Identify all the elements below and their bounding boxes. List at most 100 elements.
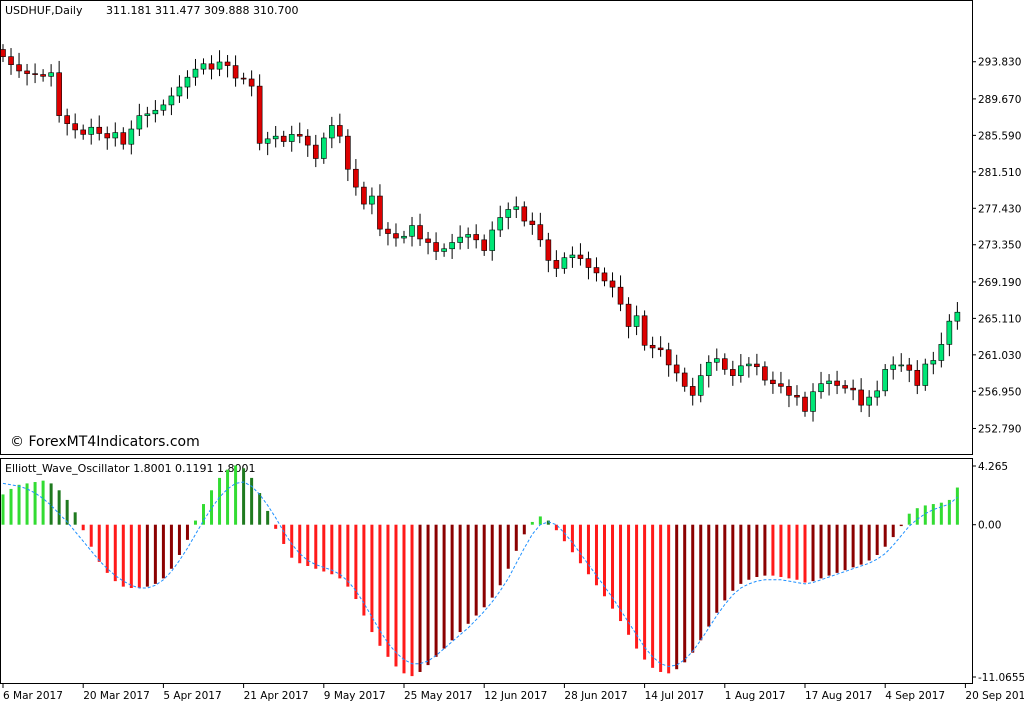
oscillator-bar: [899, 524, 903, 527]
candle: [361, 181, 367, 210]
candle-body: [890, 364, 897, 370]
candle: [617, 275, 624, 312]
candle: [826, 374, 832, 396]
candle-body: [922, 363, 929, 386]
watermark: © ForexMT4Indicators.com: [10, 434, 200, 450]
candle-body: [0, 49, 6, 57]
candle: [48, 64, 54, 87]
oscillator-bar: [450, 524, 454, 641]
candle-body: [770, 379, 776, 385]
candle-body: [56, 72, 62, 116]
candle-body: [553, 260, 560, 269]
time-tick-label: 17 Aug 2017: [805, 690, 872, 702]
candle: [858, 378, 864, 413]
candle-body: [521, 206, 528, 222]
oscillator-bar: [739, 524, 743, 584]
candle: [369, 187, 375, 215]
oscillator-bar: [282, 524, 286, 544]
time-tick-label: 25 May 2017: [404, 690, 472, 702]
oscillator-bar: [25, 483, 29, 525]
candle-body: [810, 391, 816, 412]
candle-body: [489, 229, 496, 251]
oscillator-bar: [306, 524, 310, 566]
oscillator-bar: [891, 524, 895, 538]
candle: [922, 358, 929, 391]
candle: [465, 227, 471, 249]
candle: [120, 127, 127, 150]
candle: [32, 63, 38, 84]
candle-body: [866, 396, 872, 406]
candle-body: [649, 344, 656, 349]
candle: [152, 100, 159, 123]
oscillator-axis: 4.265 0.00 -11.0655: [972, 461, 1024, 684]
oscillator-bar: [410, 524, 414, 677]
candle-body: [713, 358, 720, 363]
candle: [72, 113, 78, 139]
candle-body: [272, 135, 279, 140]
candle: [264, 131, 271, 156]
oscillator-bar: [378, 524, 382, 646]
candle-body: [786, 386, 792, 396]
oscillator-bar: [771, 524, 775, 576]
oscillator-histogram: [1, 465, 959, 677]
time-tick-label: 21 Apr 2017: [244, 690, 309, 702]
candle: [906, 357, 913, 383]
price-tick-label: 261.030: [978, 350, 1021, 362]
candle-body: [256, 85, 263, 144]
candle: [449, 233, 455, 259]
price-tick-label: 252.790: [978, 423, 1021, 435]
candle: [337, 113, 343, 144]
candle-body: [721, 358, 728, 370]
oscillator-bar: [290, 524, 294, 558]
oscillator-bar: [530, 521, 534, 525]
candle: [144, 106, 151, 128]
candle: [553, 250, 560, 278]
candle: [112, 122, 119, 147]
candle: [8, 48, 14, 75]
candle: [457, 225, 463, 250]
oscillator-bar: [715, 524, 719, 613]
oscillator-bar: [314, 524, 318, 569]
candle-body: [673, 364, 680, 374]
oscillator-bar: [129, 524, 133, 589]
candle-body: [874, 390, 880, 398]
candle: [697, 363, 704, 403]
oscillator-bar: [242, 468, 246, 525]
oscillator-signal-line: [2, 481, 958, 668]
candle-body: [329, 125, 335, 139]
oscillator-bar: [137, 524, 141, 589]
candle: [713, 348, 720, 371]
candle-body: [457, 236, 463, 243]
candle: [794, 385, 800, 406]
oscillator-bar: [113, 524, 117, 582]
candle: [88, 118, 95, 145]
candle: [184, 70, 191, 99]
candle-body: [746, 363, 752, 367]
oscillator-bar: [611, 524, 615, 609]
signal-line: [2, 481, 958, 668]
oscillator-bar: [105, 524, 109, 573]
candle-body: [120, 132, 127, 145]
oscillator-bar: [474, 524, 478, 616]
candle-body: [609, 280, 616, 288]
candle: [770, 371, 776, 394]
candle-body: [48, 72, 54, 77]
candle-body: [529, 220, 536, 225]
candle-body: [802, 396, 808, 412]
osc-tick-label: -11.0655: [978, 672, 1024, 684]
candle-body: [152, 109, 159, 115]
candle: [898, 353, 905, 372]
candle: [914, 360, 921, 395]
oscillator-bar: [643, 524, 647, 660]
candle: [601, 267, 608, 287]
oscillator-bar: [434, 524, 438, 657]
candle: [353, 159, 359, 196]
time-axis: 6 Mar 2017 20 Mar 2017 5 Apr 2017 21 Apr 20…: [2, 684, 1024, 702]
oscillator-bar: [218, 477, 222, 525]
oscillator-bar: [851, 524, 855, 568]
candle: [746, 357, 752, 378]
oscillator-bar: [795, 524, 799, 580]
candle-body: [938, 344, 945, 361]
candle-body: [80, 129, 86, 135]
